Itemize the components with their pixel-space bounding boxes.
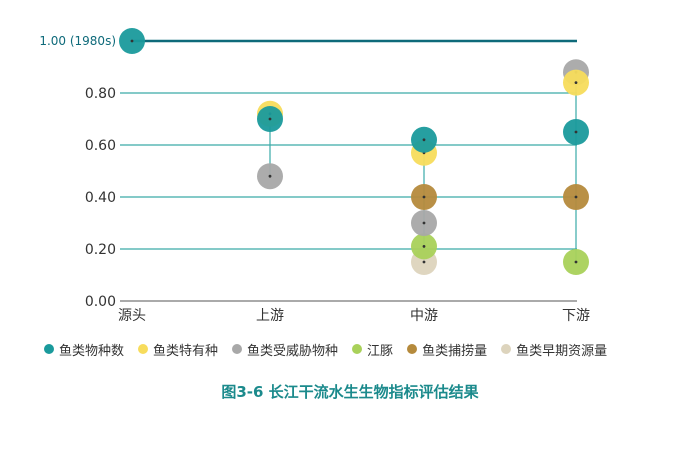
data-points [119,28,589,275]
x-tick-label: 源头 [118,308,146,324]
legend-label: 鱼类物种数 [59,343,125,359]
x-tick-label: 下游 [562,308,590,324]
axis-labels: 0.00 0.20 0.40 0.60 0.80 1.00 (1980s) 源头 上游 中游 下游 [39,34,590,324]
legend-item: 鱼类物种数 [44,340,124,359]
legend-item: 鱼类早期资源量 [501,340,607,359]
legend-item: 鱼类特有种 [138,340,218,359]
legend-swatch [352,344,363,354]
y-tick-label: 0.40 [85,190,116,206]
legend-swatch [501,344,512,354]
legend-item: 鱼类捕捞量 [407,340,487,359]
chart-caption: 图3-6 长江干流水生生物指标评估结果 [221,383,479,401]
legend-label: 鱼类早期资源量 [516,343,608,359]
legend-label: 江豚 [367,343,394,359]
legend-swatch [407,344,418,354]
y-tick-label: 0.80 [85,86,116,102]
legend-swatch [138,344,149,354]
legend-swatch [44,344,54,354]
x-tick-label: 上游 [256,308,284,324]
legend-label: 鱼类受威胁物种 [247,343,339,359]
data-point-center [422,245,426,248]
legend-item: 江豚 [352,340,393,359]
data-point-center [268,117,272,121]
legend-label: 鱼类特有种 [153,343,219,359]
data-point-center [268,174,272,178]
data-point-center [574,260,578,264]
legend-label: 鱼类捕捞量 [422,343,488,359]
data-point-center [422,138,426,142]
reference-line-label: 1.00 (1980s) [39,34,116,48]
data-point-center [574,130,578,134]
y-tick-label: 0.00 [85,294,116,310]
data-point-center [130,39,134,43]
data-point-center [422,221,426,225]
legend-swatch [232,344,243,354]
y-tick-label: 0.20 [85,242,116,258]
grid-lines [120,39,577,302]
legend-item: 鱼类受威胁物种 [232,340,338,359]
y-tick-label: 0.60 [85,138,116,154]
data-point-center [574,195,578,199]
data-point-center [574,81,578,84]
x-tick-label: 中游 [410,308,438,324]
legend: 鱼类物种数 鱼类特有种 鱼类受威胁物种 江豚 鱼类捕捞量 鱼类早期资源量 [44,338,607,360]
data-point-center [422,260,426,264]
data-point-center [422,195,426,199]
